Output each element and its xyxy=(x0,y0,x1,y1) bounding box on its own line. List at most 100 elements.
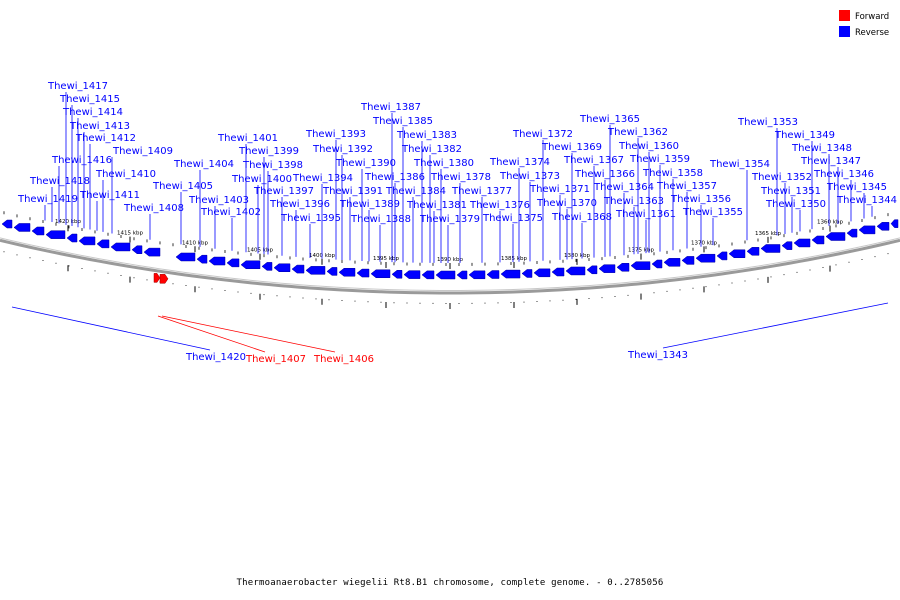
gene-label: Thewi_1393 xyxy=(305,129,366,140)
reverse-gene-arrow xyxy=(598,264,616,273)
scale-label: 1415 kbp xyxy=(117,231,143,237)
gene-label: Thewi_1414 xyxy=(62,107,123,118)
reverse-gene-arrow xyxy=(468,270,486,280)
gene-label: Thewi_1353 xyxy=(737,117,798,128)
gene-label: Thewi_1377 xyxy=(451,186,512,197)
gene-label: Thewi_1417 xyxy=(47,81,108,92)
gene-label: Thewi_1380 xyxy=(413,158,474,169)
gene-label: Thewi_1361 xyxy=(615,209,676,220)
gene-label: Thewi_1351 xyxy=(760,186,821,197)
reverse-gene-arrow xyxy=(66,233,78,243)
reverse-gene-arrow xyxy=(811,235,825,245)
reverse-gene-arrow xyxy=(486,270,500,279)
reverse-gene-arrow xyxy=(793,238,811,248)
reverse-gene-arrow xyxy=(96,239,110,249)
reverse-gene-arrow xyxy=(435,270,456,280)
reverse-gene-arrow xyxy=(208,256,226,266)
reverse-gene-arrow xyxy=(586,265,598,275)
gene-label: Thewi_1385 xyxy=(372,116,433,127)
reverse-gene-arrow xyxy=(338,268,356,277)
gene-label: Thewi_1411 xyxy=(79,190,140,201)
gene-label: Thewi_1390 xyxy=(335,158,396,169)
gene-label: Thewi_1373 xyxy=(499,171,560,182)
gene-label: Thewi_1363 xyxy=(603,196,664,207)
reverse-gene-arrow xyxy=(78,236,96,246)
scale-label: 1370 kbp xyxy=(691,240,717,246)
gene-label: Thewi_1395 xyxy=(280,213,341,224)
gene-label: Thewi_1389 xyxy=(339,199,400,210)
gene-leader-line xyxy=(161,315,336,353)
reverse-gene-arrow xyxy=(890,219,899,228)
gene-label: Thewi_1369 xyxy=(541,142,602,153)
reverse-gene-arrow xyxy=(391,270,403,279)
gene-label: Thewi_1409 xyxy=(112,146,173,157)
reverse-gene-arrow xyxy=(616,263,630,272)
reverse-gene-arrow xyxy=(565,266,586,276)
gene-label: Thewi_1367 xyxy=(563,155,624,166)
gene-label: Thewi_1366 xyxy=(574,169,635,180)
reverse-gene-arrow xyxy=(131,245,143,254)
gene-label: Thewi_1343 xyxy=(627,350,688,361)
reverse-gene-arrow xyxy=(31,226,45,236)
gene-label: Thewi_1383 xyxy=(396,130,457,141)
gene-label: Thewi_1397 xyxy=(253,186,314,197)
reverse-gene-arrow xyxy=(695,253,716,263)
gene-label: Thewi_1347 xyxy=(800,156,861,167)
gene-label: Thewi_1402 xyxy=(200,207,261,218)
reverse-gene-arrow xyxy=(746,247,760,256)
reverse-gene-arrow xyxy=(240,260,261,270)
reverse-gene-arrow xyxy=(356,268,370,278)
reverse-gene-arrow xyxy=(1,219,13,229)
scale-label: 1380 kbp xyxy=(564,253,590,259)
gene-label: Thewi_1374 xyxy=(489,157,550,168)
gene-leader-line xyxy=(662,302,889,349)
gene-label: Thewi_1407 xyxy=(245,354,306,365)
gene-label: Thewi_1349 xyxy=(774,130,835,141)
gene-labels: Thewi_1419 Thewi_1418 Thewi_1416 Thewi_1417… xyxy=(11,81,897,365)
gene-label: Thewi_1387 xyxy=(360,102,421,113)
reverse-gene-arrow xyxy=(551,267,565,277)
reverse-legend-label: Reverse xyxy=(855,28,889,38)
gene-label: Thewi_1418 xyxy=(29,176,90,187)
reverse-gene-arrow xyxy=(846,228,858,238)
gene-label: Thewi_1368 xyxy=(551,212,612,223)
gene-label: Thewi_1348 xyxy=(791,143,852,154)
gene-label: Thewi_1394 xyxy=(292,173,353,184)
reverse-gene-arrow xyxy=(663,258,681,267)
reverse-gene-arrow xyxy=(291,264,305,274)
gene-label: Thewi_1358 xyxy=(642,168,703,179)
scale-label: 1360 kbp xyxy=(817,220,843,226)
reverse-gene-arrow xyxy=(305,266,326,275)
chromosome-backbone xyxy=(0,237,900,295)
scale-label: 1385 kbp xyxy=(501,256,527,262)
gene-leader-line xyxy=(11,306,211,351)
gene-label: Thewi_1408 xyxy=(123,203,184,214)
gene-label: Thewi_1392 xyxy=(312,144,373,155)
reverse-gene-arrow xyxy=(681,256,695,265)
reverse-gene-arrow xyxy=(45,230,66,239)
forward-gene-arrow xyxy=(153,273,161,283)
gene-label: Thewi_1410 xyxy=(95,169,156,180)
gene-label: Thewi_1396 xyxy=(269,199,330,210)
reverse-gene-arrow xyxy=(760,244,781,253)
gene-label: Thewi_1354 xyxy=(709,159,770,170)
gene-label: Thewi_1344 xyxy=(836,195,897,206)
reverse-gene-arrow xyxy=(110,242,131,252)
reverse-gene-arrow xyxy=(521,269,533,278)
reverse-gene-arrow xyxy=(226,258,240,268)
gene-label: Thewi_1415 xyxy=(59,94,120,105)
reverse-gene-arrow xyxy=(326,267,338,276)
gene-label: Thewi_1356 xyxy=(670,194,731,205)
gene-label: Thewi_1399 xyxy=(238,146,299,157)
genome-caption: Thermoanaerobacter wiegelii Rt8.B1 chrom… xyxy=(236,578,664,588)
reverse-gene-arrow xyxy=(858,225,876,235)
scale-label: 1390 kbp xyxy=(437,257,463,263)
gene-label: Thewi_1381 xyxy=(406,200,467,211)
gene-label: Thewi_1378 xyxy=(430,172,491,183)
gene-label: Thewi_1379 xyxy=(419,214,480,225)
reverse-gene-arrow xyxy=(825,232,846,241)
scale-label: 1365 kbp xyxy=(755,231,781,237)
gene-label: Thewi_1388 xyxy=(350,214,411,225)
gene-label: Thewi_1420 xyxy=(185,352,246,363)
